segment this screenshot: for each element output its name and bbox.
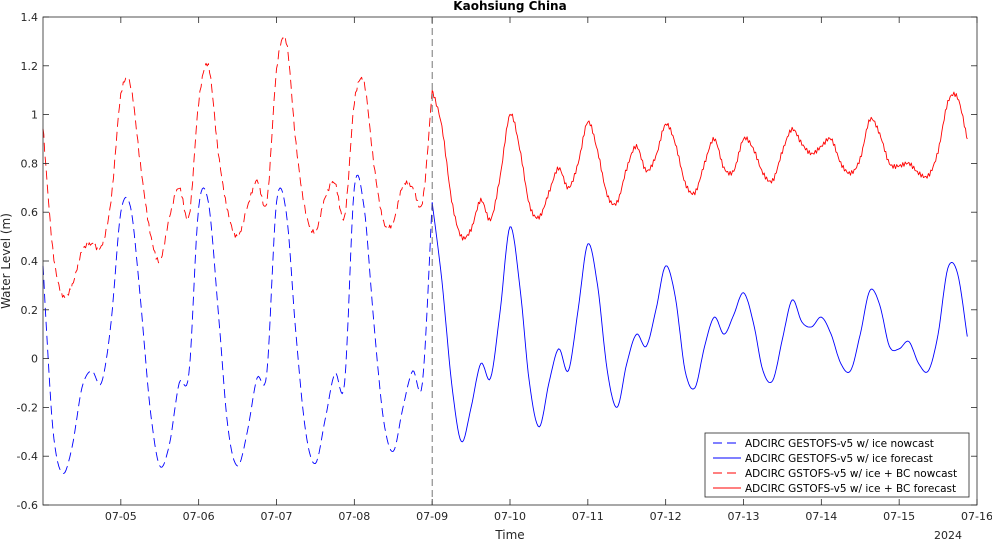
- x-tick-label: 07-15: [883, 510, 915, 523]
- x-tick-label: 07-13: [728, 510, 760, 523]
- plot-area: [43, 17, 977, 505]
- y-tick-label: -0.4: [17, 450, 38, 463]
- x-tick-label: 07-16: [961, 510, 992, 523]
- series-line-4: [431, 90, 968, 241]
- x-tick-label: 07-06: [183, 510, 215, 523]
- series-line-3: [42, 35, 433, 299]
- x-tick-label: 07-11: [572, 510, 604, 523]
- axes-layer: -0.6 -0.4 -0.2 0 0.2 0.4 0.6 0.8 1 1.2 1.4 07-05 07-…: [17, 11, 992, 523]
- x-tick-label: 07-07: [261, 510, 293, 523]
- y-tick-label: 0.4: [21, 255, 39, 268]
- y-tick-label: 0.6: [21, 206, 39, 219]
- x-axis-label: Time: [494, 528, 524, 541]
- legend-box: [704, 432, 970, 498]
- chart-title: Kaohsiung China: [453, 0, 566, 13]
- x-tick-label: 07-09: [416, 510, 448, 523]
- y-tick-label: 0.2: [21, 304, 39, 317]
- legend-label-3: ADCIRC GSTOFS-v5 w/ ice + BC nowcast: [745, 468, 957, 480]
- series-line-2: [431, 202, 968, 443]
- legend: ADCIRC GESTOFS-v5 w/ ice nowcast ADCIRC G…: [704, 432, 970, 498]
- x-tick-label: 07-12: [650, 510, 682, 523]
- series-layer: [42, 35, 968, 475]
- series-line-1: [42, 174, 433, 475]
- x-tick-label: 07-10: [494, 510, 526, 523]
- x-tick-label: 07-05: [105, 510, 137, 523]
- y-tick-label: 0: [31, 353, 38, 366]
- legend-label-4: ADCIRC GSTOFS-v5 w/ ice + BC forecast: [745, 483, 956, 495]
- x-tick-label: 07-14: [805, 510, 837, 523]
- legend-label-2: ADCIRC GESTOFS-v5 w/ ice forecast: [745, 453, 933, 465]
- x-tick-label: 07-08: [338, 510, 370, 523]
- y-axis-label: Water Level (m): [0, 213, 13, 309]
- y-tick-label: 1.4: [21, 11, 39, 24]
- y-tick-label: -0.6: [17, 499, 38, 512]
- y-tick-label: 1: [31, 109, 38, 122]
- y-tick-label: 1.2: [21, 60, 39, 73]
- year-label: 2024: [934, 529, 962, 541]
- legend-label-1: ADCIRC GESTOFS-v5 w/ ice nowcast: [745, 438, 934, 450]
- y-tick-label: 0.8: [21, 157, 39, 170]
- y-tick-label: -0.2: [17, 401, 38, 414]
